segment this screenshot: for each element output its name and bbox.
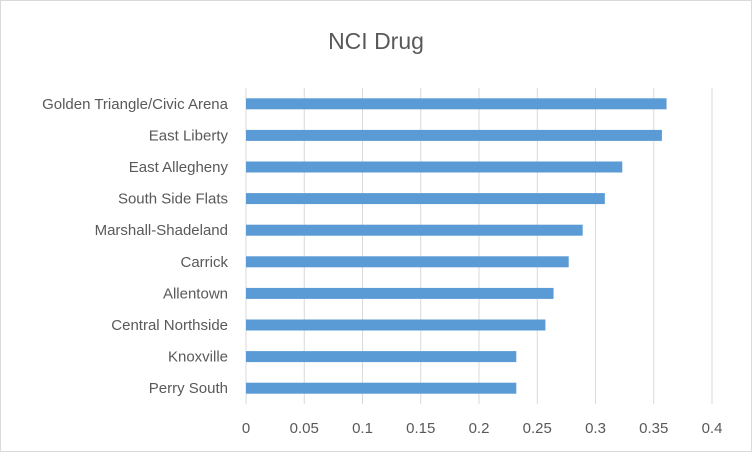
bar — [246, 98, 667, 110]
x-tick-label: 0.1 — [352, 420, 373, 437]
category-label: Allentown — [163, 285, 228, 302]
bar — [246, 287, 554, 299]
bar — [246, 351, 517, 363]
category-label: Knoxville — [168, 349, 228, 366]
bar — [246, 224, 583, 236]
category-label: Golden Triangle/Civic Arena — [42, 96, 229, 113]
bar — [246, 382, 517, 394]
x-tick-label: 0.35 — [639, 420, 668, 437]
x-tick-label: 0.4 — [702, 420, 723, 437]
category-label: East Liberty — [149, 127, 229, 144]
category-label: South Side Flats — [118, 191, 228, 208]
bar — [246, 256, 569, 268]
x-tick-label: 0 — [242, 420, 250, 437]
x-tick-label: 0.15 — [406, 420, 435, 437]
x-tick-label: 0.3 — [585, 420, 606, 437]
bar — [246, 193, 605, 205]
chart-title: NCI Drug — [328, 28, 424, 54]
category-label: Marshall-Shadeland — [95, 222, 228, 239]
x-tick-label: 0.05 — [290, 420, 319, 437]
category-label: East Allegheny — [129, 159, 229, 176]
category-label: Carrick — [181, 254, 229, 271]
x-tick-label: 0.2 — [469, 420, 490, 437]
x-tick-label: 0.25 — [523, 420, 552, 437]
bar — [246, 161, 623, 173]
bar — [246, 129, 662, 141]
category-label: Perry South — [149, 380, 228, 397]
category-label: Central Northside — [111, 317, 228, 334]
bar — [246, 319, 546, 331]
